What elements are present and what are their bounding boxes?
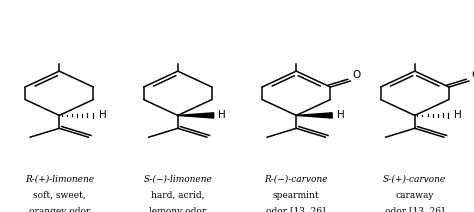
Text: O: O xyxy=(353,70,361,80)
Text: spearmint: spearmint xyxy=(273,191,319,200)
Text: S-(−)-limonene: S-(−)-limonene xyxy=(143,175,212,184)
Text: hard, acrid,: hard, acrid, xyxy=(151,191,204,200)
Text: O: O xyxy=(471,70,474,80)
Text: H: H xyxy=(99,110,107,120)
Text: R-(+)-limonene: R-(+)-limonene xyxy=(25,175,94,184)
Text: H: H xyxy=(337,110,345,120)
Text: orangey odor: orangey odor xyxy=(28,207,90,212)
Text: soft, sweet,: soft, sweet, xyxy=(33,191,86,200)
Text: H: H xyxy=(454,110,462,120)
Polygon shape xyxy=(296,113,332,118)
Text: odor [13, 26]: odor [13, 26] xyxy=(266,207,326,212)
Polygon shape xyxy=(178,113,214,118)
Text: R-(−)-carvone: R-(−)-carvone xyxy=(264,175,328,184)
Text: S-(+)-carvone: S-(+)-carvone xyxy=(383,175,447,184)
Text: lemony odor: lemony odor xyxy=(149,207,206,212)
Text: odor [13, 26]: odor [13, 26] xyxy=(385,207,445,212)
Text: caraway: caraway xyxy=(395,191,434,200)
Text: H: H xyxy=(218,110,226,120)
